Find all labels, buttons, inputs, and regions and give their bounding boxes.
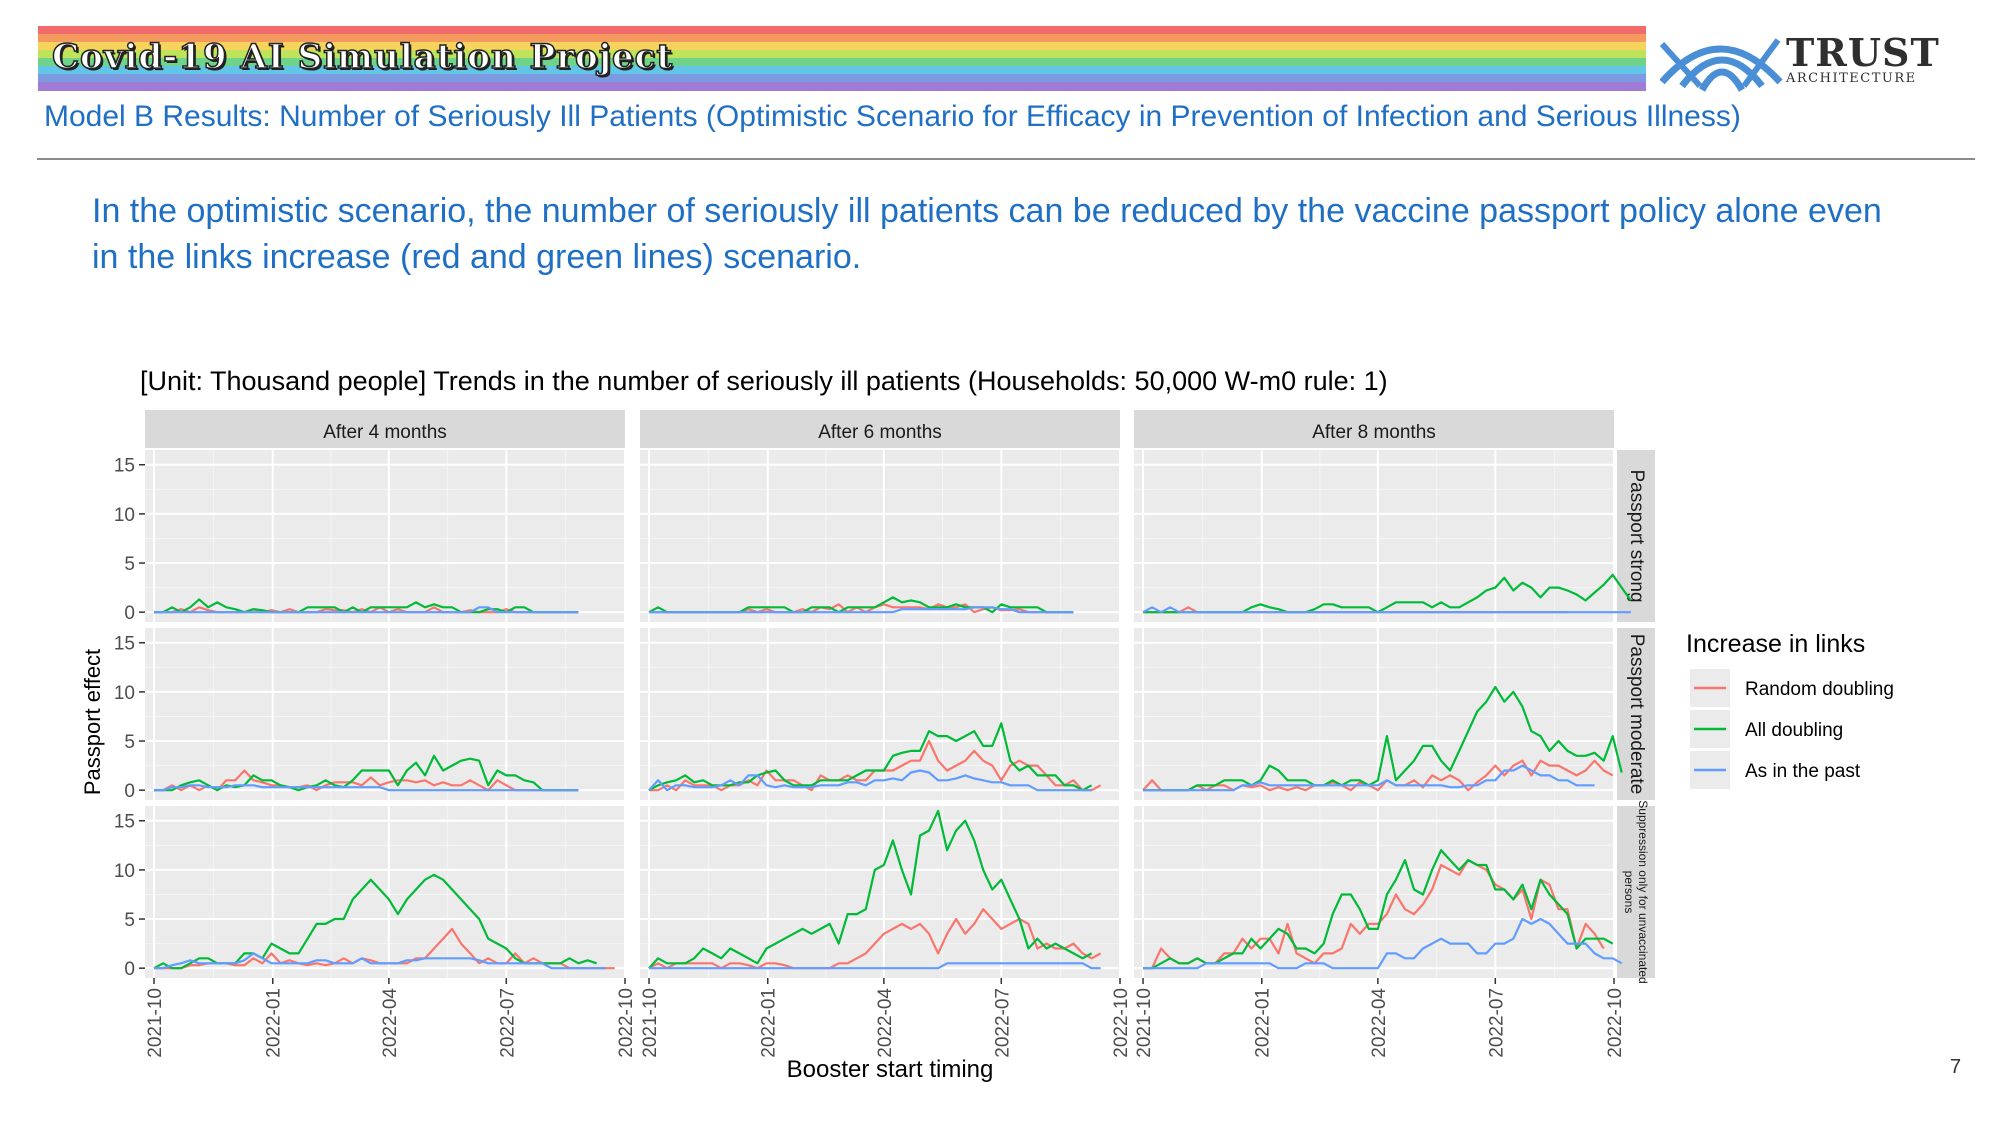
series-line: [154, 606, 579, 614]
x-tick-label: 2022-01: [1253, 988, 1274, 1058]
rainbow-band: [38, 34, 1646, 43]
panel-background: [640, 806, 1120, 978]
divider: [37, 158, 1975, 160]
facet-strip-row-label: Passport strong: [1626, 469, 1647, 602]
legend-label: As in the past: [1745, 761, 1861, 782]
rainbow-banner: [38, 26, 1646, 91]
logo-wordmark: TRUST: [1786, 30, 1940, 75]
project-title: Covid-19 AI Simulation Project: [51, 36, 674, 78]
x-tick-label: 2022-07: [992, 988, 1013, 1058]
y-tick-label: 0: [124, 603, 135, 624]
rainbow-band: [38, 50, 1646, 59]
series-line: [649, 606, 1074, 614]
y-tick-label: 10: [114, 505, 135, 526]
page-number: 7: [1950, 1056, 1962, 1078]
logo-subtitle: ARCHITECTURE: [1786, 71, 1917, 86]
series-line: [1143, 917, 1623, 970]
y-axis-label: Passport effect: [80, 649, 105, 795]
facet-strip-row: [1617, 628, 1655, 800]
facet-strip-row-label: Suppression only for unvaccinated: [1636, 800, 1650, 983]
y-tick-label: 15: [114, 812, 135, 833]
panel-background: [640, 628, 1120, 800]
trust-architecture-logo: [1660, 38, 1783, 92]
slide-subtitle: Model B Results: Number of Seriously Ill…: [44, 100, 1741, 133]
y-tick-label: 15: [114, 634, 135, 655]
panel-background: [145, 628, 625, 800]
x-tick-label: 2021-10: [640, 988, 661, 1058]
y-tick-label: 5: [124, 554, 135, 575]
x-tick-label: 2022-10: [1605, 988, 1626, 1058]
rainbow-band: [38, 42, 1646, 51]
x-tick-label: 2022-01: [264, 988, 285, 1058]
legend-label: Random doubling: [1745, 679, 1894, 700]
x-tick-label: 2022-04: [1369, 988, 1390, 1058]
series-line: [154, 952, 606, 970]
series-line: [1142, 759, 1614, 792]
series-line: [649, 962, 1101, 970]
key-message: In the optimistic scenario, the number o…: [92, 192, 1882, 276]
legend-title: Increase in links: [1686, 630, 1865, 658]
facet-strip-row-label: persons: [1622, 871, 1636, 914]
panel-background: [145, 450, 625, 622]
series-line: [648, 809, 1093, 969]
y-tick-label: 5: [124, 910, 135, 931]
chart-title: [Unit: Thousand people] Trends in the nu…: [140, 366, 1388, 396]
x-tick-label: 2021-10: [1134, 988, 1155, 1058]
series-line: [648, 769, 1092, 792]
y-tick-label: 5: [124, 732, 135, 753]
facet-strip-column: [640, 410, 1120, 448]
rainbow-band: [38, 82, 1646, 91]
facet-strip-row: [1617, 450, 1655, 622]
panel-background: [145, 806, 625, 978]
panel-background: [1134, 628, 1614, 800]
rainbow-band: [38, 58, 1646, 67]
series-line: [1143, 685, 1623, 792]
x-tick-label: 2022-01: [759, 988, 780, 1058]
series-line: [154, 784, 579, 792]
logo-arch-right: [1741, 38, 1781, 88]
y-tick-label: 0: [124, 781, 135, 802]
logo-arc-outer: [1660, 45, 1783, 85]
series-line: [1143, 764, 1595, 792]
x-tick-label: 2022-10: [616, 988, 637, 1058]
x-tick-label: 2021-10: [145, 988, 166, 1058]
facet-strip-column-label: After 6 months: [818, 422, 942, 443]
series-line: [648, 908, 1102, 970]
y-tick-label: 15: [114, 456, 135, 477]
x-tick-label: 2022-07: [497, 988, 518, 1058]
rainbow-band: [38, 26, 1646, 35]
legend-label: All doubling: [1745, 720, 1843, 741]
x-tick-label: 2022-07: [1486, 988, 1507, 1058]
series-line: [1143, 858, 1605, 970]
y-tick-label: 10: [114, 861, 135, 882]
x-tick-label: 2022-10: [1111, 988, 1132, 1058]
panel-background: [640, 450, 1120, 622]
facet-strip-column-label: After 4 months: [323, 422, 447, 443]
facet-strip-column: [1134, 410, 1614, 448]
x-tick-label: 2022-04: [380, 988, 401, 1058]
facet-strip-row-label: Passport moderate: [1626, 634, 1647, 795]
facet-strip-column: [145, 410, 625, 448]
y-tick-label: 0: [124, 959, 135, 980]
y-tick-label: 10: [114, 683, 135, 704]
panel-background: [1134, 450, 1614, 622]
faceted-line-chart: [Unit: Thousand people] Trends in the nu…: [80, 366, 1894, 1083]
series-line: [1143, 849, 1614, 970]
x-axis-label: Booster start timing: [787, 1056, 994, 1083]
series-line: [1142, 606, 1631, 614]
logo-arch-left: [1660, 41, 1703, 89]
facet-strip-column-label: After 8 months: [1312, 422, 1436, 443]
series-line: [154, 769, 579, 792]
rainbow-band: [38, 74, 1646, 83]
facet-strip-row: [1617, 806, 1655, 978]
panel-background: [1134, 806, 1614, 978]
logo-arc-inner: [1698, 68, 1746, 92]
x-tick-label: 2022-04: [875, 988, 896, 1058]
rainbow-band: [38, 66, 1646, 75]
